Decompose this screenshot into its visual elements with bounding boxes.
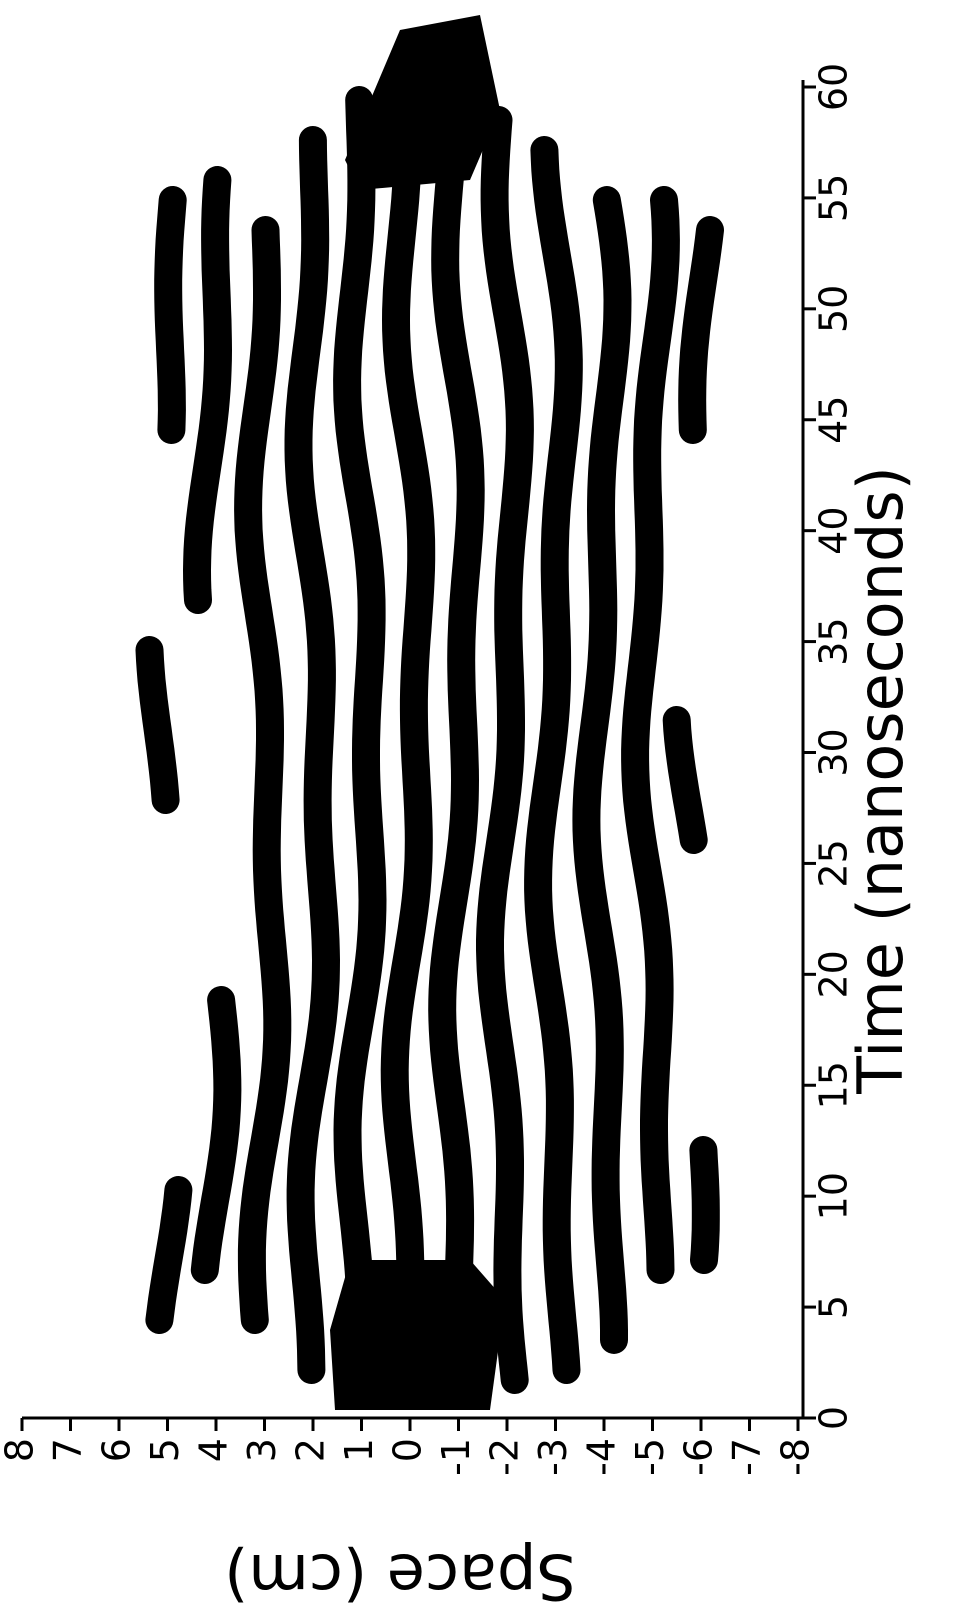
time-axis-title: Time (nanoseconds) — [844, 466, 917, 1095]
fringe — [205, 1000, 228, 1270]
fringe — [248, 230, 277, 1320]
fringe — [586, 200, 617, 1340]
space-tick-label: 0 — [386, 1438, 430, 1462]
space-tick-label: -5 — [628, 1438, 672, 1476]
space-tick-label: -4 — [580, 1438, 624, 1476]
space-tick-label: -6 — [677, 1438, 721, 1476]
time-tick-label: 30 — [812, 728, 856, 776]
space-tick-label: 3 — [240, 1438, 284, 1462]
fringe — [159, 1190, 178, 1320]
space-axis-title: Space (cm) — [224, 1540, 576, 1613]
fringe — [703, 1150, 705, 1260]
fringe — [168, 200, 173, 430]
fringe — [538, 150, 569, 1370]
fringe — [490, 120, 520, 1380]
time-tick-label: 0 — [812, 1406, 856, 1430]
space-tick-label: 4 — [192, 1438, 236, 1462]
interferogram — [150, 15, 711, 1410]
time-tick-label: 40 — [812, 506, 856, 554]
time-tick-label: 55 — [812, 174, 856, 222]
fringe — [635, 200, 666, 1270]
space-tick-label: 8 — [0, 1438, 42, 1462]
time-tick-label: 15 — [812, 1061, 856, 1109]
time-tick-label: 50 — [812, 285, 856, 333]
chart: Time (nanoseconds) Space (cm) 0510152025… — [0, 0, 969, 1615]
time-tick-label: 60 — [812, 63, 856, 111]
fringe — [150, 650, 166, 800]
space-tick-label: -1 — [434, 1438, 478, 1476]
time-tick-label: 20 — [812, 950, 856, 998]
time-tick-label: 45 — [812, 396, 856, 444]
time-tick-label: 10 — [812, 1172, 856, 1220]
fringe — [299, 140, 327, 1370]
fringe — [692, 230, 710, 430]
fringe — [347, 100, 372, 1380]
fringe — [677, 720, 694, 840]
space-tick-label: 1 — [337, 1438, 381, 1462]
fringe — [197, 180, 218, 600]
time-tick-label: 35 — [812, 617, 856, 665]
space-tick-label: -2 — [483, 1438, 527, 1476]
space-tick-label: -8 — [774, 1438, 818, 1476]
time-tick-label: 25 — [812, 839, 856, 887]
space-tick-label: 2 — [289, 1438, 333, 1462]
fringe — [395, 90, 422, 1390]
page: {"chart_data": {"type": "image", "xlabel… — [0, 0, 969, 1615]
space-tick-label: -7 — [725, 1438, 769, 1476]
time-tick-label: 5 — [812, 1295, 856, 1319]
space-tick-label: -3 — [531, 1438, 575, 1476]
space-tick-label: 6 — [95, 1438, 139, 1462]
space-tick-label: 7 — [46, 1438, 90, 1462]
fringe-blob — [330, 1260, 505, 1410]
fringe — [442, 100, 471, 1390]
space-tick-label: 5 — [143, 1438, 187, 1462]
